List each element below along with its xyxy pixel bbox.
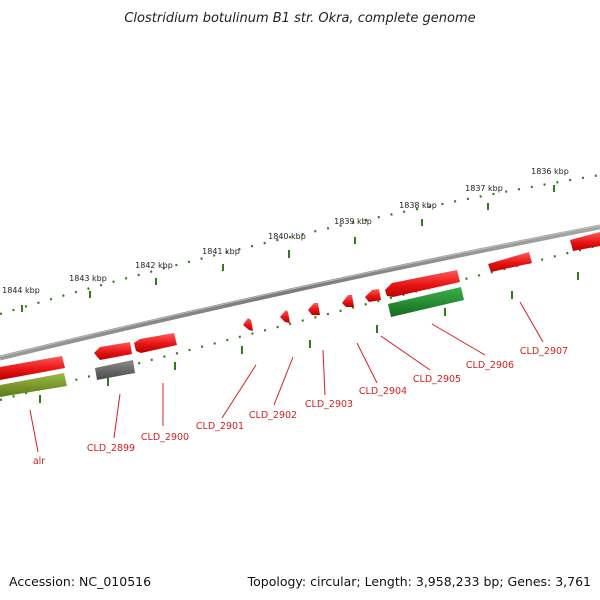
accession-text: Accession: NC_010516 [9, 574, 151, 589]
scale-label: 1842 kbp [135, 261, 173, 270]
inner-scale-track [0, 243, 600, 403]
scale-label: 1844 kbp [2, 286, 40, 295]
genome-summary-text: Topology: circular; Length: 3,958,233 bp… [247, 574, 591, 589]
reverse-genes [0, 287, 464, 397]
leader-line [322, 349, 326, 396]
scale-label: 1839 kbp [334, 217, 372, 226]
outer-scale-track: 1836 kbp 1837 kbp 1838 kbp 1839 kbp 1840… [0, 167, 600, 316]
forward-genes [0, 232, 600, 380]
inner-scale-dots [0, 243, 600, 402]
leader-line [221, 364, 257, 419]
gene-label[interactable]: alr [33, 456, 45, 467]
gene-label[interactable]: CLD_2899 [87, 443, 135, 454]
gene-arrow[interactable] [570, 232, 600, 251]
gene-label[interactable]: CLD_2902 [249, 410, 297, 421]
gene-arrow[interactable] [488, 252, 532, 272]
gene-label[interactable]: CLD_2904 [359, 386, 407, 397]
gene-label[interactable]: CLD_2907 [520, 346, 568, 357]
gene-arrow[interactable] [365, 289, 381, 302]
gene-arrow[interactable] [0, 356, 65, 380]
leader-line [356, 342, 378, 384]
gene-arrow[interactable] [134, 333, 177, 353]
leader-line [380, 335, 431, 371]
gene-arrow[interactable] [388, 287, 464, 317]
gene-label[interactable]: CLD_2901 [196, 421, 244, 432]
scale-label: 1840 kbp [268, 232, 306, 241]
map-title: Clostridium botulinum B1 str. Okra, comp… [124, 11, 475, 26]
leader-line [431, 323, 486, 356]
gene-arrow[interactable] [280, 310, 290, 323]
leader-line [519, 301, 544, 343]
gene-label[interactable]: CLD_2905 [413, 374, 461, 385]
gene-arrow[interactable] [243, 318, 253, 331]
genome-backbone [0, 224, 600, 361]
gene-label[interactable]: CLD_2906 [466, 360, 514, 371]
gene-labels: alr CLD_2899 CLD_2900 CLD_2901 CLD_2902 … [33, 346, 568, 467]
gene-arrow[interactable] [95, 360, 135, 380]
scale-label: 1843 kbp [69, 274, 107, 283]
gene-arrow[interactable] [342, 295, 354, 307]
scale-label: 1836 kbp [531, 167, 569, 176]
scale-label: 1841 kbp [202, 247, 240, 256]
gene-label[interactable]: CLD_2903 [305, 399, 353, 410]
leader-line [273, 356, 294, 406]
gene-label[interactable]: CLD_2900 [141, 432, 189, 443]
gene-arrow[interactable] [385, 270, 460, 297]
leader-line [29, 409, 39, 453]
gene-arrow[interactable] [94, 342, 132, 360]
gene-arrow[interactable] [0, 373, 67, 397]
gene-arrow[interactable] [308, 303, 320, 315]
leader-line [113, 393, 121, 439]
label-leaders [29, 301, 544, 453]
scale-label: 1838 kbp [399, 201, 437, 210]
scale-label: 1837 kbp [465, 184, 503, 193]
